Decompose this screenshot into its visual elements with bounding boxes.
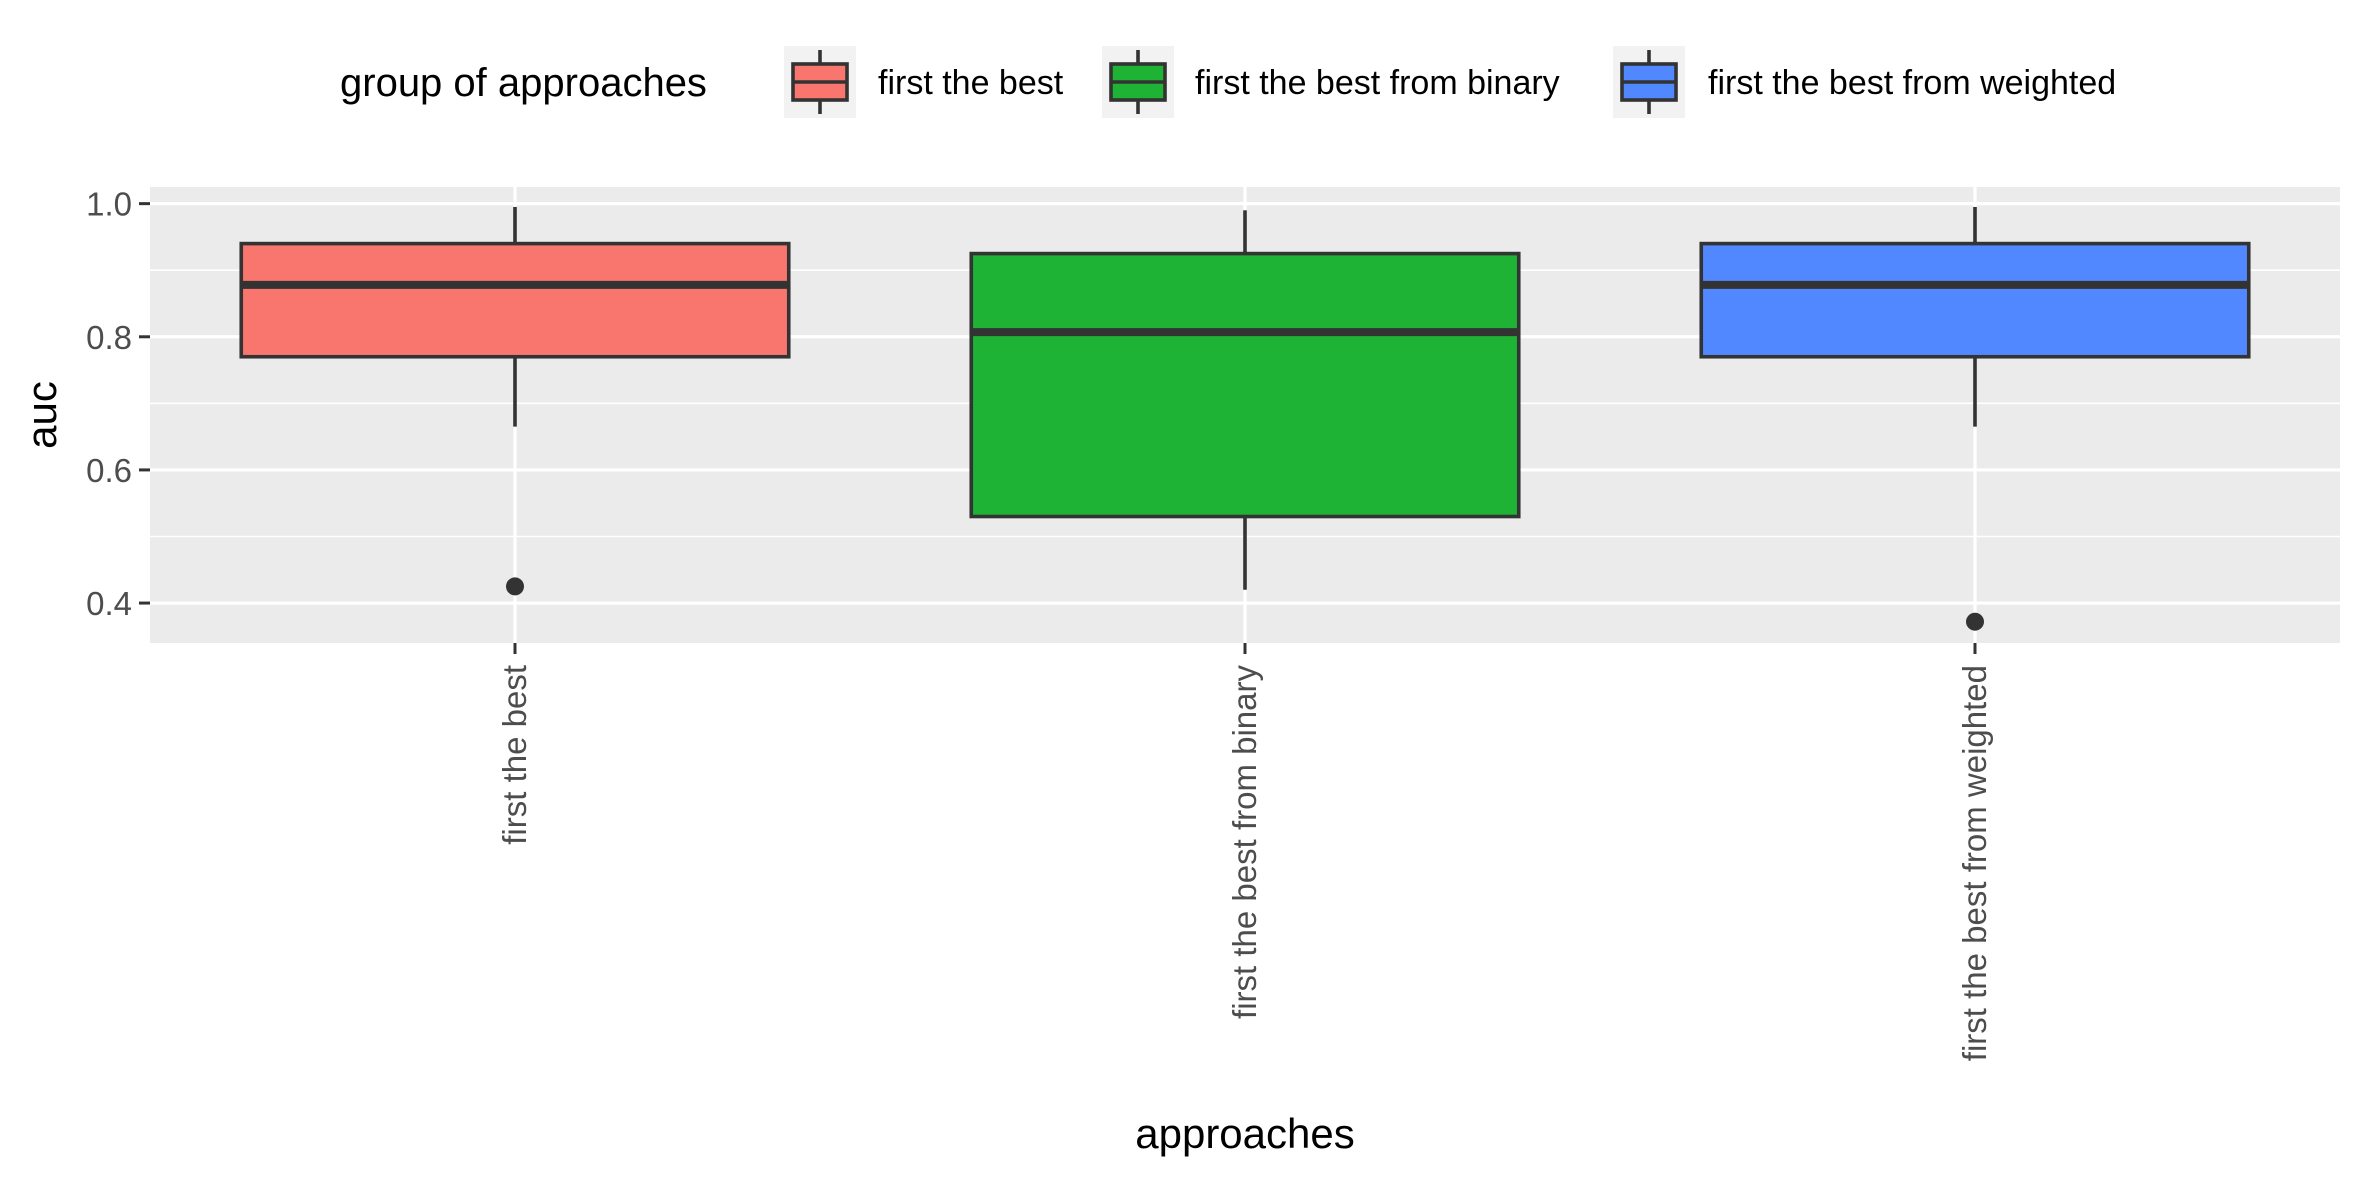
- boxes: [239, 206, 2251, 631]
- y-axis-title: auc: [18, 381, 65, 449]
- box: [1699, 241, 2251, 359]
- y-tick-label: 0.4: [86, 585, 132, 622]
- legend-label: first the best from weighted: [1708, 64, 2116, 102]
- legend-title: group of approaches: [340, 61, 707, 105]
- y-tick-label: 1.0: [86, 186, 132, 223]
- x-tick-label: first the best from weighted: [1956, 665, 1993, 1061]
- legend-item: first the best: [784, 46, 1064, 118]
- box: [969, 251, 1521, 519]
- x-tick-label: first the best: [496, 665, 533, 845]
- legend: group of approaches first the best first …: [340, 46, 2116, 118]
- outlier-point: [506, 577, 524, 596]
- box-group: [239, 206, 791, 596]
- x-axis: first the best first the best from binary…: [496, 643, 1993, 1061]
- legend-item: first the best from binary: [1102, 46, 1560, 118]
- x-tick-label: first the best from binary: [1226, 665, 1263, 1019]
- outlier-point: [1966, 612, 1984, 631]
- y-tick-label: 0.8: [86, 319, 132, 356]
- y-axis: 0.4 0.6 0.8 1.0: [86, 186, 150, 622]
- y-tick-label: 0.6: [86, 452, 132, 489]
- box: [239, 241, 791, 359]
- box-group: [1699, 206, 2251, 631]
- legend-label: first the best: [878, 64, 1064, 102]
- legend-label: first the best from binary: [1195, 64, 1560, 102]
- box-group: [969, 210, 1521, 590]
- legend-item: first the best from weighted: [1613, 46, 2116, 118]
- x-axis-title: approaches: [1135, 1110, 1355, 1157]
